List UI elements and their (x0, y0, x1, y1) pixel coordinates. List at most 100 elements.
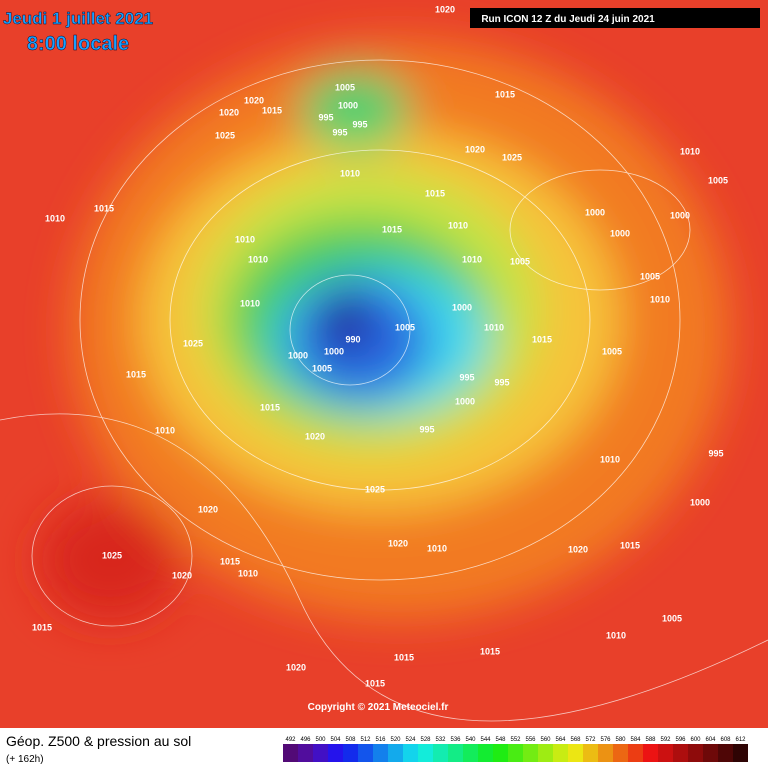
scale-label: 600 (690, 737, 701, 743)
footer-lead: (+ 162h) (6, 754, 44, 765)
scale-label: 556 (525, 737, 536, 743)
isobar-label: 1005 (662, 613, 682, 623)
isobar-label: 990 (345, 334, 360, 344)
scale-cell (328, 744, 343, 762)
isobar-label: 1015 (220, 556, 240, 566)
isobar-label: 1015 (382, 224, 402, 234)
scale-label: 520 (390, 737, 401, 743)
date: Jeudi 1 juillet 2021 (3, 9, 153, 28)
scale-label: 504 (330, 737, 341, 743)
isobar-label: 1000 (690, 497, 710, 507)
scale-cell (643, 744, 658, 762)
scale-label: 568 (570, 737, 581, 743)
isobar-label: 1015 (425, 188, 445, 198)
isobar-label: 1010 (448, 220, 468, 230)
isobar-label: 1000 (610, 228, 630, 238)
isobar-label: 995 (459, 372, 474, 382)
scale-label: 612 (735, 737, 746, 743)
isobar-label: 1005 (640, 271, 660, 281)
scale-cell (733, 744, 748, 762)
isobar-label: 1010 (340, 168, 360, 178)
isobar-label: 1000 (324, 346, 344, 356)
isobar-label: 1015 (495, 89, 515, 99)
isobar-label: 995 (494, 377, 509, 387)
isobar-label: 1005 (335, 82, 355, 92)
scale-label: 608 (720, 737, 731, 743)
scale-label: 516 (375, 737, 386, 743)
scale-label: 544 (480, 737, 491, 743)
scale-label: 564 (555, 737, 566, 743)
scale-cell (313, 744, 328, 762)
scale-label: 500 (315, 737, 326, 743)
isobar-label: 995 (708, 448, 723, 458)
isobar-label: 995 (332, 127, 347, 137)
scale-label: 512 (360, 737, 371, 743)
scale-cell (523, 744, 538, 762)
scale-cell (388, 744, 403, 762)
scale-cell (718, 744, 733, 762)
scale-cell (418, 744, 433, 762)
isobar-label: 1000 (288, 350, 308, 360)
isobar-label: 1000 (452, 302, 472, 312)
isobar-label: 1000 (585, 207, 605, 217)
scale-label: 560 (540, 737, 551, 743)
isobar-label: 1010 (600, 454, 620, 464)
scale-label: 576 (600, 737, 611, 743)
isobar-label: 1005 (510, 256, 530, 266)
isobar-label: 1015 (262, 105, 282, 115)
isobar-label: 1010 (45, 213, 65, 223)
map: 1020100510009959959951020101510201025101… (0, 0, 768, 728)
scale-cell (538, 744, 553, 762)
run-box (470, 8, 760, 28)
run: Run ICON 12 Z du Jeudi 24 juin 2021 (481, 14, 655, 25)
isobar-label: 1015 (260, 402, 280, 412)
isobar-label: 1010 (650, 294, 670, 304)
isobar-label: 995 (352, 119, 367, 129)
isobar-label: 1000 (670, 210, 690, 220)
isobar-label: 1025 (183, 338, 203, 348)
isobar-label: 1020 (388, 538, 408, 548)
scale-label: 604 (705, 737, 716, 743)
copyright: Copyright © 2021 Meteociel.fr (308, 702, 449, 713)
scale-cell (448, 744, 463, 762)
isobar-label: 1020 (568, 544, 588, 554)
isobar-label: 1015 (480, 646, 500, 656)
isobar-label: 1020 (172, 570, 192, 580)
isobar-label: 1020 (305, 431, 325, 441)
isobar-label: 1015 (532, 334, 552, 344)
scale-cell (703, 744, 718, 762)
isobar-label: 1020 (198, 504, 218, 514)
isobar-label: 1020 (244, 95, 264, 105)
isobar-label: 1010 (155, 425, 175, 435)
footer-title: Géop. Z500 & pression au sol (6, 733, 191, 749)
scale-cell (688, 744, 703, 762)
scale-label: 540 (465, 737, 476, 743)
scale-cell (373, 744, 388, 762)
scale-label: 572 (585, 737, 596, 743)
scale-label: 524 (405, 737, 416, 743)
scale-cell (298, 744, 313, 762)
isobar-label: 1015 (620, 540, 640, 550)
scale-cell (583, 744, 598, 762)
scale-cell (508, 744, 523, 762)
scale-cell (463, 744, 478, 762)
scale-label: 528 (420, 737, 431, 743)
isobar-label: 1015 (126, 369, 146, 379)
scale-cell (433, 744, 448, 762)
isobar-label: 1020 (465, 144, 485, 154)
isobar-label: 995 (419, 424, 434, 434)
scale-label: 584 (630, 737, 641, 743)
isobar-label: 1010 (462, 254, 482, 264)
scale-cell (658, 744, 673, 762)
isobar-label: 1015 (94, 203, 114, 213)
scale-cell (343, 744, 358, 762)
scale-cell (628, 744, 643, 762)
scale-label: 548 (495, 737, 506, 743)
isobar-label: 1020 (435, 4, 455, 14)
scale-label: 592 (660, 737, 671, 743)
isobar-label: 1010 (248, 254, 268, 264)
isobar-label: 1005 (312, 363, 332, 373)
isobar-label: 1005 (602, 346, 622, 356)
isobar-label: 1010 (680, 146, 700, 156)
